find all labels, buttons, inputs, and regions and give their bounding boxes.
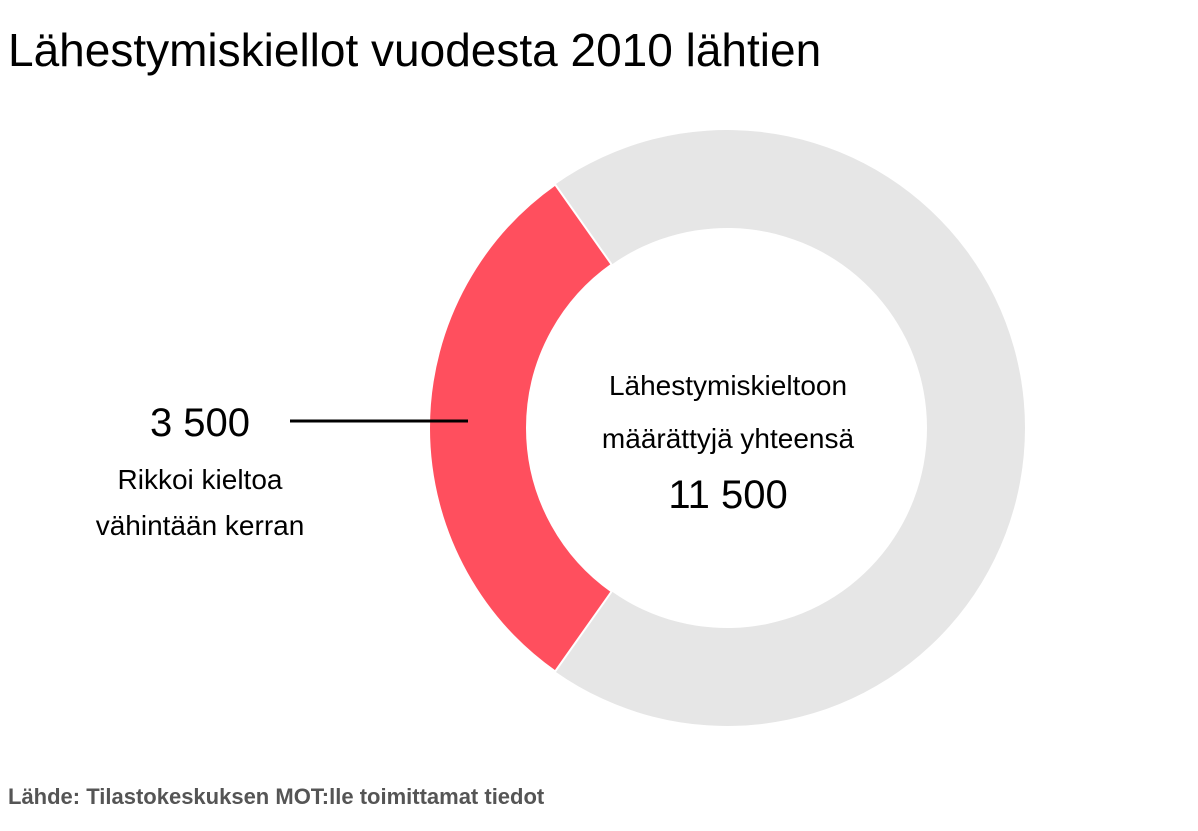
- donut-slice-violated: [428, 183, 614, 673]
- center-label-line1: Lähestymiskieltoon: [608, 370, 848, 401]
- source-note: Lähde: Tilastokeskuksen MOT:lle toimitta…: [8, 784, 545, 809]
- callout-value: 3 500: [149, 401, 251, 445]
- chart-title: Lähestymiskiellot vuodesta 2010 lähtien: [8, 24, 822, 76]
- callout-label-line1: Rikkoi kieltoa: [117, 464, 283, 495]
- donut-slice-remainder: [555, 130, 1025, 726]
- callout-label-line2: vähintään kerran: [95, 510, 305, 541]
- center-total-value: 11 500: [668, 473, 788, 517]
- center-label-line2: määrättyjä yhteensä: [601, 423, 855, 454]
